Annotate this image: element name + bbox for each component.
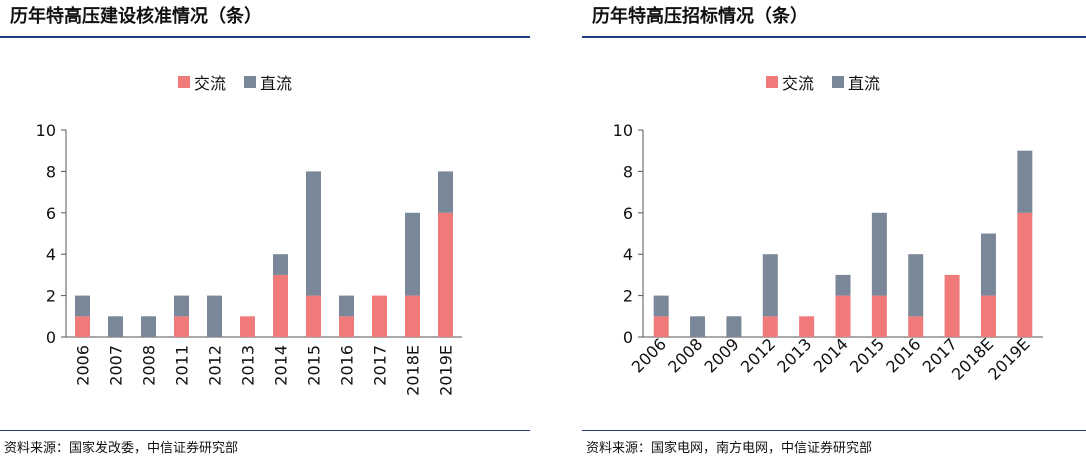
x-tick-label: 2018E xyxy=(404,345,423,396)
chart-build-approval: 0 2 4 6 8 10 2006 2007 2008 2011 2012 2013 2014 2015 2… xyxy=(36,121,462,396)
source-note: 资料来源：国家电网，南方电网，中信证券研究部 xyxy=(586,441,873,456)
legend-swatch-dc xyxy=(244,76,257,88)
bar-ac-2016 xyxy=(908,316,924,337)
bar-dc-2012 xyxy=(207,295,222,337)
x-tick-label: 2019E xyxy=(984,334,1033,383)
bar-ac-2012 xyxy=(762,316,778,337)
legend-swatch-ac xyxy=(766,76,778,88)
chart-title: 历年特高压建设核准情况（条） xyxy=(10,6,262,27)
bar-dc-2019E xyxy=(438,171,453,213)
legend-label-ac: 交流 xyxy=(782,74,815,93)
source-note: 资料来源：国家发改委，中信证券研究部 xyxy=(4,441,239,456)
bar-ac-2016 xyxy=(339,316,354,337)
bar-dc-2008 xyxy=(690,316,706,337)
source-rule xyxy=(0,430,530,431)
bar-ac-2018E xyxy=(405,295,420,337)
x-tick-label: 2006 xyxy=(628,334,670,376)
bar-dc-2006 xyxy=(653,295,669,317)
bar-ac-2006 xyxy=(75,316,90,337)
y-tick-label: 2 xyxy=(46,287,56,306)
left-chart-panel: 历年特高压建设核准情况（条） 交流 直流 0 2 4 6 8 10 2006 2007 2008… xyxy=(0,0,530,459)
x-tick-label: 2016 xyxy=(882,334,924,376)
source-rule xyxy=(582,430,1086,431)
bar-ac-2019E xyxy=(438,212,453,337)
x-tick-label: 2009 xyxy=(701,334,743,376)
y-tick-label: 8 xyxy=(623,162,633,181)
y-tick-label: 4 xyxy=(623,245,633,264)
bar-dc-2019E xyxy=(1017,150,1033,213)
bar-dc-2018E xyxy=(405,212,420,296)
bar-dc-2016 xyxy=(339,295,354,317)
legend-label-dc: 直流 xyxy=(848,74,881,93)
y-tick-label: 6 xyxy=(623,204,633,223)
bar-ac-2013 xyxy=(240,316,255,337)
y-tick-label: 2 xyxy=(623,287,633,306)
bar-dc-2015 xyxy=(871,212,887,296)
x-tick-label: 2014 xyxy=(810,334,852,376)
y-tick-label: 0 xyxy=(46,328,56,347)
legend-label-ac: 交流 xyxy=(194,74,227,93)
bar-dc-2009 xyxy=(726,316,742,337)
bar-ac-2017 xyxy=(372,295,387,337)
y-tick-label: 8 xyxy=(46,162,56,181)
legend-label-dc: 直流 xyxy=(260,74,293,93)
x-tick-label: 2015 xyxy=(846,334,888,376)
bar-dc-2018E xyxy=(980,233,996,296)
bar-ac-2017 xyxy=(944,274,960,337)
y-tick-label: 0 xyxy=(623,328,633,347)
bar-ac-2006 xyxy=(653,316,669,337)
right-chart-panel: 历年特高压招标情况（条） 交流 直流 0 2 4 6 8 10 2006 2008 2009 20… xyxy=(582,0,1086,459)
x-tick-label: 2015 xyxy=(305,345,324,386)
bar-dc-2011 xyxy=(174,295,189,317)
bar-dc-2006 xyxy=(75,295,90,317)
bar-ac-2015 xyxy=(871,295,887,337)
x-tick-label: 2012 xyxy=(206,345,225,386)
bar-dc-2015 xyxy=(306,171,321,296)
bar-ac-2014 xyxy=(273,274,288,337)
legend-item-ac: 交流 xyxy=(178,70,226,94)
x-tick-label: 2006 xyxy=(74,345,93,386)
bar-dc-2014 xyxy=(835,274,851,296)
x-tick-label: 2016 xyxy=(338,345,357,386)
bar-ac-2014 xyxy=(835,295,851,337)
bar-dc-2012 xyxy=(762,254,778,317)
chart-title: 历年特高压招标情况（条） xyxy=(592,6,808,27)
y-tick-label: 10 xyxy=(36,121,56,140)
bar-dc-2014 xyxy=(273,254,288,275)
legend-item-dc: 直流 xyxy=(832,70,880,94)
bar-dc-2007 xyxy=(108,316,123,337)
x-tick-label: 2008 xyxy=(140,345,159,386)
x-tick-label: 2019E xyxy=(437,345,456,396)
x-tick-label: 2013 xyxy=(773,334,815,376)
legend-item-ac: 交流 xyxy=(766,70,814,94)
bar-dc-2008 xyxy=(141,316,156,337)
bar-dc-2016 xyxy=(908,254,924,317)
x-tick-label: 2013 xyxy=(239,345,258,386)
bar-ac-2019E xyxy=(1017,212,1033,337)
x-tick-label: 2011 xyxy=(173,345,192,386)
bar-ac-2015 xyxy=(306,295,321,337)
legend-swatch-ac xyxy=(178,76,190,88)
x-tick-label: 2007 xyxy=(107,345,126,386)
legend-swatch-dc xyxy=(832,76,845,88)
x-tick-label: 2012 xyxy=(737,334,779,376)
bar-ac-2013 xyxy=(799,316,815,337)
title-rule xyxy=(582,36,1086,38)
legend: 交流 直流 xyxy=(178,70,310,94)
x-tick-label: 2008 xyxy=(664,334,706,376)
legend: 交流 直流 xyxy=(766,70,898,94)
title-rule xyxy=(0,36,530,38)
x-tick-label: 2017 xyxy=(371,345,390,386)
y-tick-label: 6 xyxy=(46,204,56,223)
x-tick-label: 2014 xyxy=(272,345,291,386)
bar-ac-2018E xyxy=(980,295,996,337)
y-tick-label: 10 xyxy=(613,121,633,140)
y-tick-label: 4 xyxy=(46,245,56,264)
bar-ac-2011 xyxy=(174,316,189,337)
legend-item-dc: 直流 xyxy=(244,70,292,94)
